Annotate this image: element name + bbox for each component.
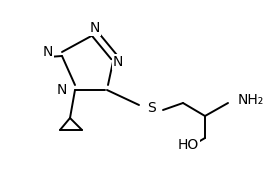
- Text: NH₂: NH₂: [238, 93, 264, 107]
- Text: HO: HO: [178, 138, 199, 152]
- Text: N: N: [113, 55, 123, 69]
- Text: N: N: [90, 21, 100, 35]
- Text: S: S: [148, 101, 156, 115]
- Text: N: N: [43, 45, 53, 59]
- Text: N: N: [57, 83, 67, 97]
